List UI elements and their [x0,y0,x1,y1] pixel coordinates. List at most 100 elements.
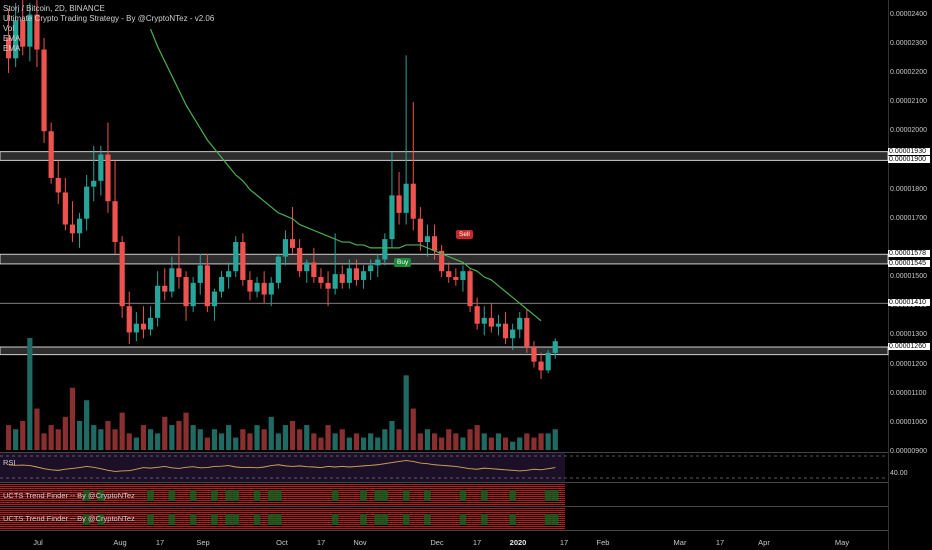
trend-finder-stripe [0,528,565,529]
price-tick-label: 0.00002000 [890,127,927,135]
candle-body [552,341,558,353]
candle-body [162,285,168,292]
sr-zone [0,151,889,161]
trend-finder-cell [253,514,261,525]
trend-finder-cell [225,514,233,525]
volume-bar [346,437,352,450]
trend-finder-cell [168,514,176,525]
candle-body [360,271,367,280]
trend-finder-stripe [0,494,565,495]
candle-body [410,183,416,219]
ema-indicator-label-1[interactable]: EMA [3,34,21,43]
ema-indicator-label-2[interactable]: EMA [3,44,21,53]
volume-bar [332,433,338,450]
volume-bar [98,429,104,450]
volume-bar [48,425,54,450]
trend-finder-stripe [0,492,565,493]
volume-bar [403,375,409,450]
volume-bar [325,425,331,450]
trend-finder-cell [480,490,488,501]
candle-body [41,49,47,132]
trend-finder-label-2[interactable]: UCTS Trend Finder -- By @CryptoNTez [3,514,135,523]
volume-bar [488,437,494,450]
candle-body [382,239,388,260]
pane-divider [0,506,888,507]
candle-body [495,323,502,327]
trend-finder-cell [210,490,218,501]
trend-finder-stripe [0,512,565,513]
time-tick-label: Sep [196,538,210,547]
candle-body [218,277,225,292]
volume-bar [517,437,523,450]
volume-bar [254,425,260,450]
price-tick-label: 0.00001100 [890,389,927,397]
candle-body [155,285,161,318]
price-level-tag: 0.00001930 [888,147,930,155]
candle-body [346,268,352,283]
candle-body [375,259,381,266]
candle-body [318,277,324,283]
price-tick-label: 0.00002300 [890,39,927,47]
volume-bar [282,425,289,450]
candle-body [62,192,68,225]
trend-finder-cell [381,514,389,525]
volume-bar [176,420,182,450]
pane-divider [0,452,888,453]
candle-body [91,180,97,187]
time-tick-label: 17 [715,538,725,547]
candle-body [488,317,494,327]
candle-body [247,279,253,292]
candle-body [55,177,61,193]
candle-body [431,236,438,251]
volume-bar [240,429,246,450]
trend-finder-stripe [0,522,565,523]
price-tick-label: 0.00002400 [890,10,927,18]
rsi-pane-label[interactable]: RSI [3,458,16,467]
trend-finder-stripe [0,524,565,525]
candle-body [311,262,317,278]
strategy-indicator-label[interactable]: Ultimate Crypto Trading Strategy - By @C… [3,14,215,23]
trend-finder-cell [360,514,368,525]
volume-bar [204,437,210,450]
candle-body [183,277,189,307]
time-tick-label: 17 [559,538,569,547]
price-tick-label: 0.00002200 [890,68,927,76]
candle-body [226,271,232,278]
volume-bar [389,420,395,450]
volume-bar [162,416,168,450]
trend-finder-cell [97,490,105,501]
candle-body [368,265,374,272]
volume-bar [91,425,97,450]
time-tick-label: 17 [316,538,326,547]
trend-finder-stripe [0,498,565,499]
price-tick-label: 0.00001300 [890,331,927,339]
time-tick-label: Apr [758,538,770,547]
time-tick-label: Aug [113,538,127,547]
candle-body [240,242,246,280]
symbol-title[interactable]: Storj / Bitcoin, 2D, BINANCE [3,4,105,13]
volume-bar [431,433,438,450]
trend-finder-label-1[interactable]: UCTS Trend Finder -- By @CryptoNTez [3,491,135,500]
volume-bar [417,433,423,450]
volume-bar [396,429,402,450]
trend-finder-cell [360,490,368,501]
candle-body [289,239,296,248]
trend-finder-cell [459,514,467,525]
candle-body [439,250,445,272]
price-level-tag: 0.00001545 [888,259,930,267]
price-tick-label: 0.00001500 [890,273,927,281]
price-tick-label: 0.00001000 [890,418,927,426]
candle-body [204,265,210,307]
time-tick-label: Mar [673,538,687,547]
price-tick-label: 0.00001200 [890,360,927,368]
candle-body [5,37,12,59]
price-level-tag: 0.00001900 [888,156,930,164]
volume-indicator-label[interactable]: Vol [3,24,15,33]
candle-body [332,274,338,289]
trend-finder-cell [210,514,218,525]
volume-bar [133,437,139,450]
trend-finder-cell [551,490,559,501]
volume-bar [410,408,416,450]
price-level-tag: 0.00001578 [888,250,930,258]
